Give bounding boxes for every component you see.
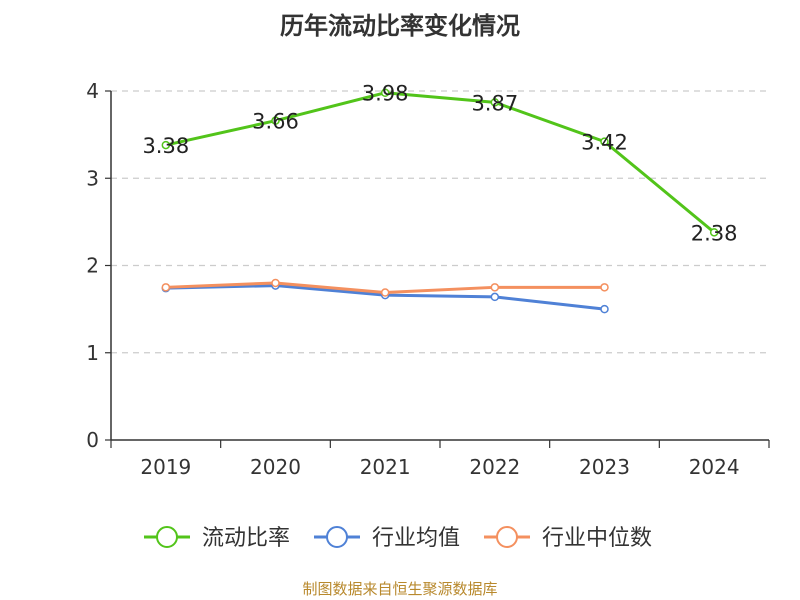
x-tick-label: 2019: [140, 455, 191, 479]
data-point: [709, 228, 719, 237]
data-point: [380, 288, 390, 297]
legend-label: 流动比率: [202, 526, 290, 551]
data-point: [161, 283, 171, 292]
data-label: 2.38: [691, 221, 738, 245]
data-point: [161, 140, 171, 150]
data-label: 3.66: [252, 110, 299, 134]
legend-marker: [496, 526, 518, 548]
data-point: [490, 283, 500, 292]
data-label: 3.87: [471, 91, 518, 115]
data-label: 3.42: [581, 131, 628, 155]
legend-label: 行业均值: [372, 526, 460, 551]
data-label: 3.38: [142, 134, 189, 158]
data-point: [271, 116, 280, 125]
data-label: 3.98: [362, 82, 409, 106]
chart-title: 历年流动比率变化情况: [280, 12, 520, 40]
y-tick-label: 0: [86, 428, 99, 452]
y-tick-label: 3: [86, 166, 99, 190]
y-tick-label: 4: [86, 79, 99, 103]
series-line-0: [165, 91, 716, 234]
data-point: [490, 98, 500, 107]
data-point: [490, 292, 500, 302]
x-tick-label: 2024: [689, 455, 740, 479]
data-point: [380, 88, 390, 97]
y-tick-label: 2: [86, 254, 99, 278]
x-tick-label: 2020: [250, 455, 301, 479]
data-point: [271, 278, 280, 288]
data-point: [600, 304, 609, 314]
data-point: [600, 283, 609, 292]
source-note: 制图数据来自恒生聚源数据库: [302, 580, 498, 598]
legend-marker: [326, 526, 348, 548]
x-tick-label: 2021: [360, 455, 411, 479]
legend-label: 行业中位数: [542, 526, 652, 551]
legend-marker: [156, 526, 178, 548]
x-tick-label: 2022: [469, 455, 520, 479]
x-tick-label: 2023: [579, 455, 630, 479]
y-tick-label: 1: [86, 341, 99, 365]
data-point: [600, 137, 609, 146]
